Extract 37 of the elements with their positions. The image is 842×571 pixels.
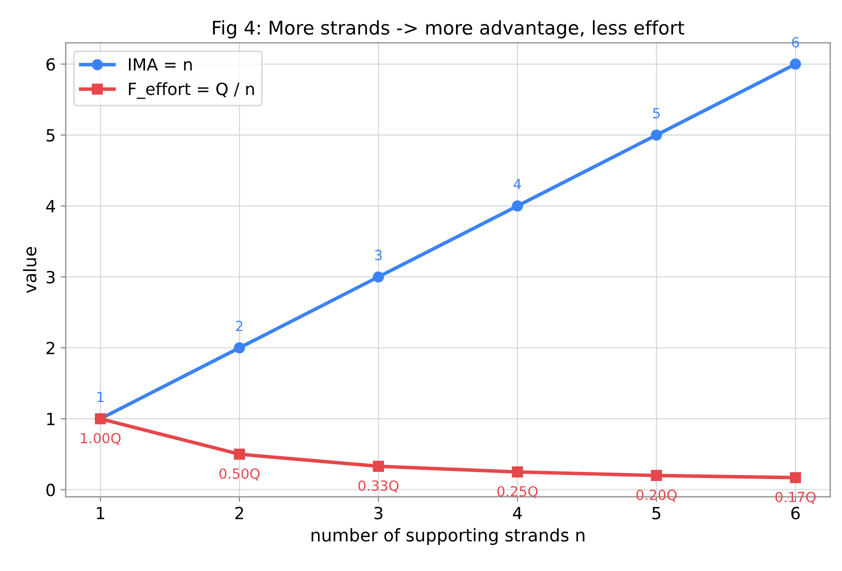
- point: [372, 460, 384, 472]
- point: [650, 129, 662, 141]
- point: [790, 472, 802, 484]
- x-tick-label: 4: [512, 507, 522, 520]
- x-axis-title: number of supporting strands n: [312, 528, 584, 545]
- data-label: 5: [653, 108, 660, 118]
- x-tick-label: 6: [791, 506, 800, 520]
- point: [512, 200, 524, 212]
- x-tick-label: 3: [374, 506, 382, 520]
- legend-label: IMA = n: [128, 58, 192, 70]
- y-tick-label: 2: [46, 342, 54, 354]
- y-tick-label: 1: [47, 412, 54, 426]
- x-tick-label: 5: [652, 507, 660, 520]
- point: [512, 466, 524, 478]
- point: [234, 342, 245, 354]
- data-label: 1: [98, 392, 104, 402]
- data-label: 1.00Q: [81, 432, 121, 445]
- point: [790, 58, 802, 70]
- data-label: 2: [236, 320, 242, 332]
- y-tick-label: 0: [46, 484, 55, 496]
- point: [372, 271, 384, 282]
- y-tick-label: 3: [46, 270, 55, 284]
- point: [650, 470, 662, 482]
- data-label: 0.25Q: [497, 486, 538, 498]
- data-label: 0.33Q: [358, 480, 399, 493]
- y-axis-title: value: [22, 247, 36, 293]
- chart-title: Fig 4: More strands -> more advantage, less effort: [213, 20, 684, 38]
- x-tick-label: 1: [96, 507, 104, 520]
- point: [234, 448, 245, 460]
- x-tick-label: 2: [235, 506, 244, 520]
- data-label: 0.50Q: [219, 468, 260, 480]
- legend-label: F_effort = Q / n: [128, 82, 254, 99]
- y-tick-label: 5: [46, 129, 54, 142]
- data-label: 4: [514, 179, 522, 190]
- y-tick-label: 4: [46, 200, 56, 212]
- data-label: 3: [375, 250, 382, 260]
- y-tick-label: 6: [46, 58, 55, 71]
